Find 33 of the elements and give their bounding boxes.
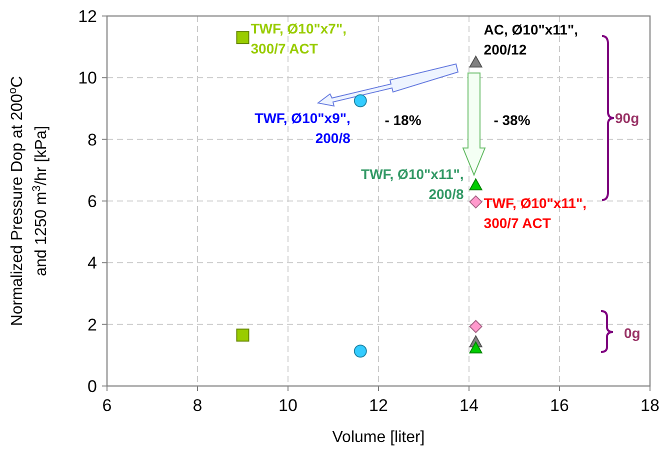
y-tick-label: 2 [88, 315, 97, 334]
x-tick-label: 18 [640, 396, 660, 415]
y-tick-label: 10 [78, 68, 97, 88]
point [354, 94, 367, 108]
point [469, 56, 482, 68]
y-tick-label: 12 [78, 7, 97, 26]
annotation: 90g [615, 110, 640, 126]
x-tick-label: 16 [550, 396, 569, 415]
annotation: - 18% [384, 112, 422, 128]
series-label: TWF, Ø10"x11", 200/8 [361, 166, 464, 202]
point [469, 178, 482, 190]
point [354, 344, 367, 358]
x-tick-label: 6 [102, 396, 112, 415]
point [236, 31, 250, 44]
x-tick-label: 14 [460, 396, 478, 415]
series-label: TWF, Ø10"x9", 200/8 [254, 110, 351, 146]
y-tick-label: 4 [88, 254, 97, 273]
series-label: AC, Ø10"x11", 200/12 [484, 21, 578, 58]
y-tick-label: 0 [88, 377, 97, 396]
point [469, 195, 482, 208]
point [469, 342, 482, 354]
annotation: 0g [624, 325, 640, 341]
series-label: TWF, Ø10"x7", 300/7 ACT [250, 20, 346, 57]
x-tick-label: 10 [278, 396, 298, 415]
point [236, 328, 250, 342]
x-axis-title: Volume [liter] [332, 429, 425, 446]
x-tick-label: 12 [369, 396, 388, 415]
point [469, 320, 482, 333]
y-tick-label: 6 [88, 192, 97, 211]
y-tick-label: 8 [88, 130, 97, 150]
annotation: - 38% [494, 112, 531, 128]
x-tick-label: 8 [192, 396, 202, 415]
series-label: TWF, Ø10"x11", 300/7 ACT [484, 194, 587, 231]
